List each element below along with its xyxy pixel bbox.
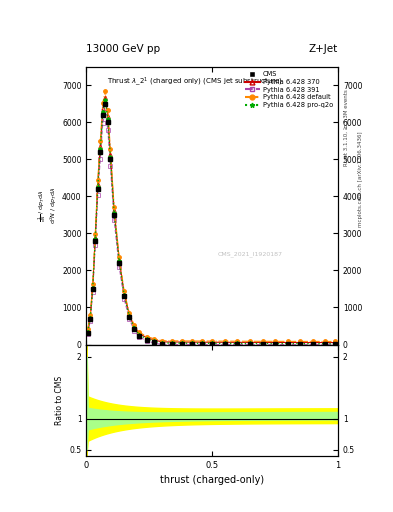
Text: CMS_2021_I1920187: CMS_2021_I1920187: [217, 251, 282, 257]
Text: Rivet 3.1.10, ≥ 3.3M events: Rivet 3.1.10, ≥ 3.3M events: [344, 90, 349, 166]
Y-axis label: $\frac{1}{\mathrm{d}N}$ / $\mathrm{d}p_T \mathrm{d}\lambda$
$\mathrm{d}^2N$ / $\: $\frac{1}{\mathrm{d}N}$ / $\mathrm{d}p_T…: [36, 187, 59, 224]
Text: 13000 GeV pp: 13000 GeV pp: [86, 44, 161, 54]
X-axis label: thrust (charged-only): thrust (charged-only): [160, 475, 264, 485]
Text: Thrust $\lambda\_2^1$ (charged only) (CMS jet substructure): Thrust $\lambda\_2^1$ (charged only) (CM…: [107, 75, 283, 88]
Y-axis label: Ratio to CMS: Ratio to CMS: [55, 375, 64, 424]
Text: Z+Jet: Z+Jet: [309, 44, 338, 54]
Legend: CMS, Pythia 6.428 370, Pythia 6.428 391, Pythia 6.428 default, Pythia 6.428 pro-: CMS, Pythia 6.428 370, Pythia 6.428 391,…: [244, 70, 335, 109]
Text: mcplots.cern.ch [arXiv:1306.3436]: mcplots.cern.ch [arXiv:1306.3436]: [358, 132, 363, 227]
